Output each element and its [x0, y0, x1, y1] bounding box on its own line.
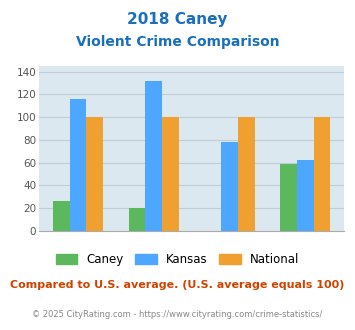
Bar [297, 160, 314, 231]
Bar [86, 117, 103, 231]
Legend: Caney, Kansas, National: Caney, Kansas, National [51, 248, 304, 271]
Text: © 2025 CityRating.com - https://www.cityrating.com/crime-statistics/: © 2025 CityRating.com - https://www.city… [32, 310, 323, 319]
Text: Compared to U.S. average. (U.S. average equals 100): Compared to U.S. average. (U.S. average … [10, 280, 345, 290]
Bar [53, 201, 70, 231]
Bar [162, 117, 179, 231]
Bar [70, 99, 86, 231]
Bar [238, 117, 255, 231]
Bar [129, 208, 146, 231]
Bar [280, 164, 297, 231]
Bar [314, 117, 331, 231]
Bar [221, 142, 238, 231]
Bar [146, 81, 162, 231]
Text: 2018 Caney: 2018 Caney [127, 12, 228, 26]
Text: Violent Crime Comparison: Violent Crime Comparison [76, 35, 279, 49]
